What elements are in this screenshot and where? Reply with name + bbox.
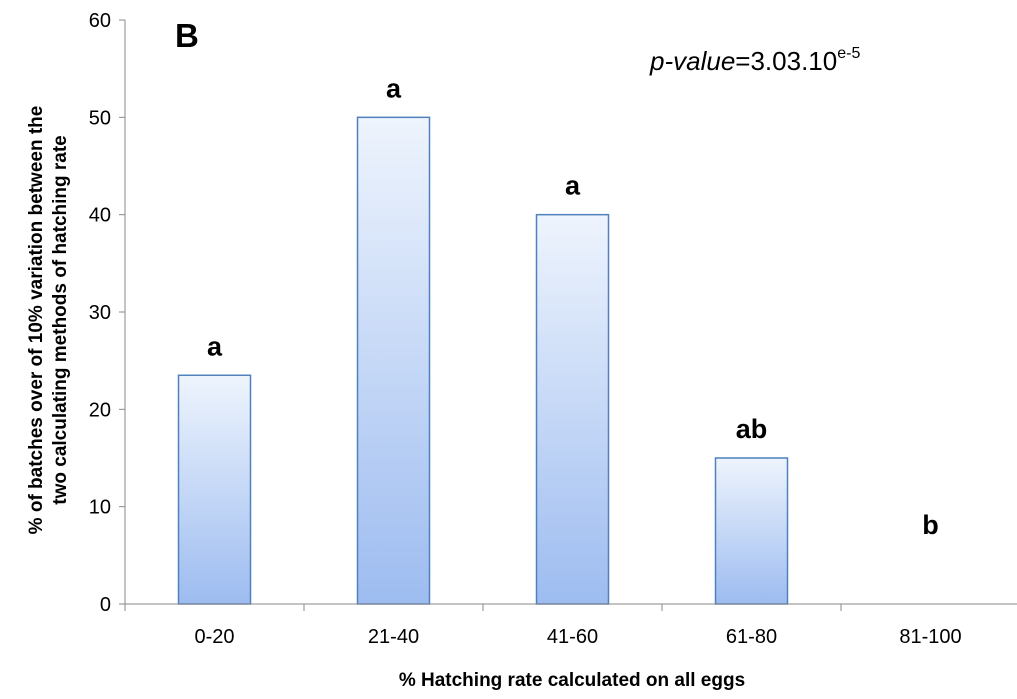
significance-letter: ab (736, 414, 768, 444)
x-tick-label: 41-60 (547, 626, 598, 648)
x-tick-label: 81-100 (899, 626, 961, 648)
y-axis-title-line-2: two calculating methods of hatching rate (50, 135, 71, 504)
x-tick-label: 61-80 (726, 626, 777, 648)
p-value-italic: p-value (649, 46, 735, 76)
y-tick-label: 30 (89, 302, 111, 324)
significance-letter: b (922, 510, 939, 540)
p-value-annotation: p-value=3.03.10e-5 (649, 45, 860, 76)
y-axis: 0 10 20 30 40 50 60 (89, 10, 126, 616)
x-axis: 0-20 21-40 41-60 61-80 81-100 (124, 603, 1017, 648)
y-axis-title-line-1: % of batches over of 10% variation betwe… (26, 106, 47, 535)
y-tick-label: 0 (100, 594, 111, 616)
x-axis-title: % Hatching rate calculated on all eggs (399, 670, 745, 691)
bar-41-60 (535, 213, 610, 605)
bars: a a a ab b (177, 73, 939, 605)
panel-label: B (175, 17, 199, 54)
y-tick-label: 50 (89, 107, 111, 129)
significance-letter: a (207, 331, 223, 361)
significance-letter: a (386, 73, 402, 103)
y-axis-title: % of batches over of 10% variation betwe… (26, 106, 71, 535)
significance-letter: a (565, 171, 581, 201)
bar-61-80 (714, 457, 789, 605)
x-tick-label: 0-20 (194, 626, 234, 648)
bar-0-20 (177, 374, 252, 605)
bar-21-40 (356, 116, 431, 605)
y-tick-label: 20 (89, 399, 111, 421)
p-value-exponent: e-5 (837, 45, 860, 62)
y-tick-label: 40 (89, 205, 111, 227)
y-tick-label: 60 (89, 10, 111, 32)
x-tick-label: 21-40 (368, 626, 419, 648)
y-tick-label: 10 (89, 497, 111, 519)
p-value-number: =3.03.10 (735, 46, 837, 76)
